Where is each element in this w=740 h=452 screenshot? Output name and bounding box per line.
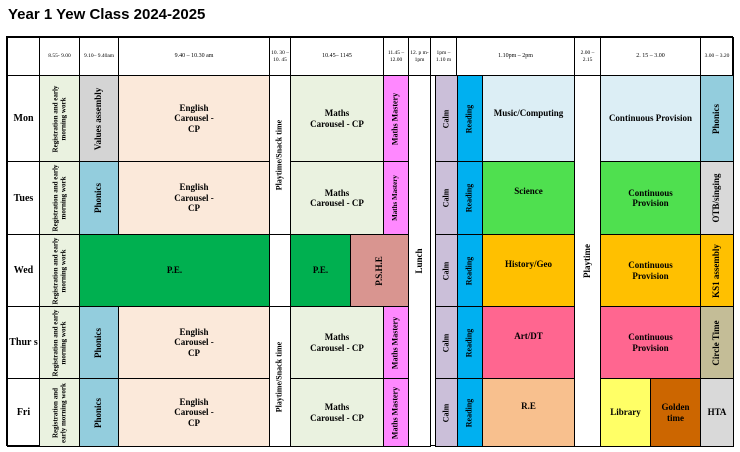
header-time-slot-7: 12. p m- 1pm [408,37,431,76]
playtime-snack-wed [269,234,291,307]
tues-calm: Calm [435,161,458,235]
tues-phonics: Phonics [79,161,119,235]
header-time-slot-4: 10. 30 – 10. 45 [269,37,291,76]
timetable-grid: 8.55- 9.00 9.10– 9.40am 9.40 – 10.30 am … [6,36,734,447]
fri-reading: Reading [457,378,483,447]
thurs-circle-time: Circle Time [700,306,734,379]
mon-music-computing: Music/Computing [482,75,575,162]
thurs-registration: Registration and early morning work [39,306,80,379]
thurs-continuous-provision: Continuous Provision [600,306,701,379]
wed-pe-2: P.E. [290,234,351,307]
tues-english: English Carousel - CP [118,161,270,235]
header-time-slot-1: 8.55- 9.00 [39,37,80,76]
header-time-slot-12: 3.00 – 3.20 [700,37,734,76]
header-time-slot-11: 2. 15 – 3.00 [600,37,701,76]
mon-maths-mastery: Maths Mastery [383,75,409,162]
fri-english: English Carousel - CP [118,378,270,447]
playtime-snack-lower: Playtime/Snack time [269,306,291,447]
header-time-slot-2: 9.10– 9.40am [79,37,119,76]
tues-registration: Registration and early morning work [39,161,80,235]
header-time-slot-9: 1.10pm – 2pm [456,37,575,76]
fri-re: R.E [482,378,575,447]
header-time-slot-5: 10.45– 1145 [290,37,384,76]
fri-maths-mastery: Maths Mastery [383,378,409,447]
playtime-snack-upper: Playtime/Snack time [269,75,291,235]
day-label-thurs: Thur s [7,306,40,379]
header-time-slot-3: 9.40 – 10.30 am [118,37,270,76]
fri-phonics: Phonics [79,378,119,447]
mon-maths: Maths Carousel - CP [290,75,384,162]
tues-continuous-provision: Continuous Provision [600,161,701,235]
day-label-tues: Tues [7,161,40,235]
tues-science: Science [482,161,575,235]
fri-calm: Calm [435,378,458,447]
mon-english: English Carousel - CP [118,75,270,162]
header-time-slot-8: 1pm – 1.10 m [430,37,457,76]
mon-reading: Reading [457,75,483,162]
day-label-wed: Wed [7,234,40,307]
corner-cell [7,37,40,76]
mon-phonics: Phonics [700,75,734,162]
header-time-slot-6: 11.45 – 12.00 [383,37,409,76]
wed-history-geo: History/Geo [482,234,575,307]
fri-hta: HTA [700,378,734,447]
wed-registration: Registration and early morning work [39,234,80,307]
wed-reading: Reading [457,234,483,307]
mon-calm: Calm [435,75,458,162]
mon-registration: Registration and early morning work [39,75,80,162]
header-time-slot-10: 2.00 – 2.15 [574,37,601,76]
mon-values-assembly: Values assembly [79,75,119,162]
lunch-block: Lunch [408,75,431,447]
day-label-fri: Fri [7,378,40,447]
tues-maths: Maths Carousel - CP [290,161,384,235]
tues-maths-mastery: Maths Mastery [383,161,409,235]
fri-library: Library [600,378,651,447]
wed-pe: P.E. [79,234,270,307]
page-title: Year 1 Yew Class 2024-2025 [8,6,206,23]
fri-golden-time: Golden time [650,378,701,447]
thurs-art-dt: Art/DT [482,306,575,379]
mon-continuous-provision: Continuous Provision [600,75,701,162]
thurs-english: English Carousel - CP [118,306,270,379]
fri-registration: Registration and early morning work [39,378,80,447]
thurs-maths: Maths Carousel - CP [290,306,384,379]
tues-reading: Reading [457,161,483,235]
fri-maths: Maths Carousel - CP [290,378,384,447]
wed-continuous-provision: Continuous Provision [600,234,701,307]
thurs-phonics: Phonics [79,306,119,379]
wed-ks1-assembly: KS1 assembly [700,234,734,307]
wed-calm: Calm [435,234,458,307]
thurs-calm: Calm [435,306,458,379]
wed-pshe: P.S.H.E [350,234,409,307]
thurs-reading: Reading [457,306,483,379]
thurs-maths-mastery: Maths Mastery [383,306,409,379]
tues-otb-singing: OTB/singing [700,161,734,235]
day-label-mon: Mon [7,75,40,162]
playtime-afternoon: Playtime [574,75,601,447]
